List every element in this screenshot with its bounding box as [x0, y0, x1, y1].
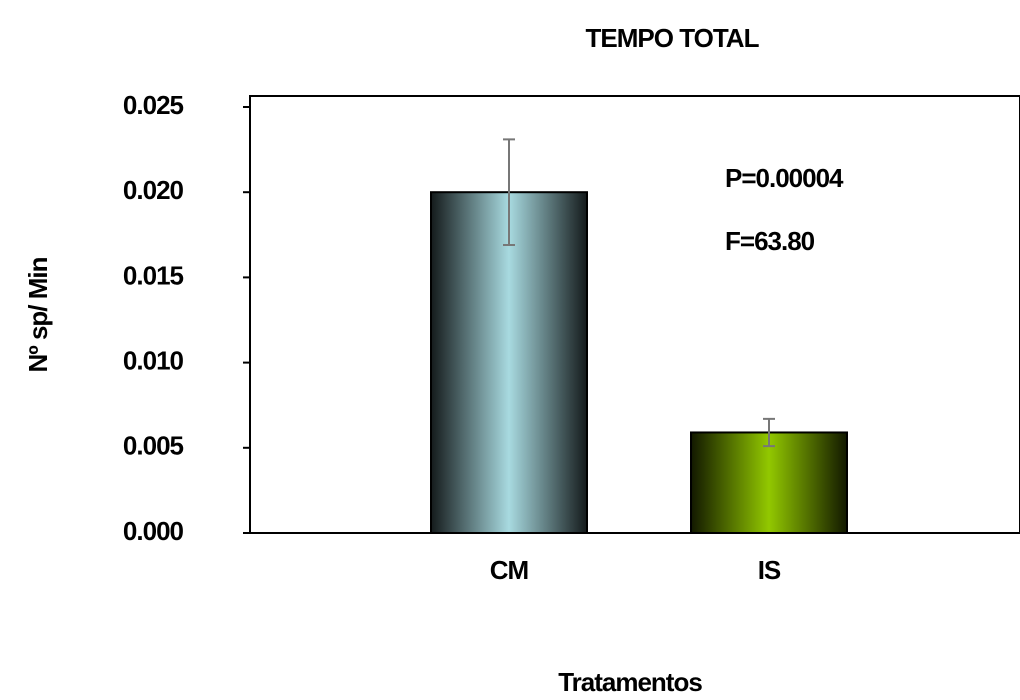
- error-bar: [503, 138, 515, 247]
- y-tick-label: 0.015: [123, 260, 184, 290]
- x-tick-label: IS: [758, 555, 781, 585]
- y-tick-label: 0.000: [123, 516, 184, 546]
- y-axis-label: Nº sp/ Min: [23, 257, 53, 372]
- annotation: P=0.00004: [725, 163, 844, 193]
- annotation: F=63.80: [725, 226, 815, 256]
- y-tick-label: 0.025: [123, 90, 184, 120]
- chart-title: TEMPO TOTAL: [586, 23, 760, 53]
- y-tick-label: 0.010: [123, 345, 184, 375]
- bar: [690, 431, 848, 534]
- plot-frame: [249, 95, 1020, 534]
- x-tick-label: CM: [490, 555, 528, 585]
- y-tick-label: 0.005: [123, 431, 184, 461]
- x-axis-label: Tratamentos: [558, 667, 702, 697]
- bar: [430, 191, 588, 534]
- error-bar: [763, 417, 775, 448]
- y-tick-label: 0.020: [123, 175, 184, 205]
